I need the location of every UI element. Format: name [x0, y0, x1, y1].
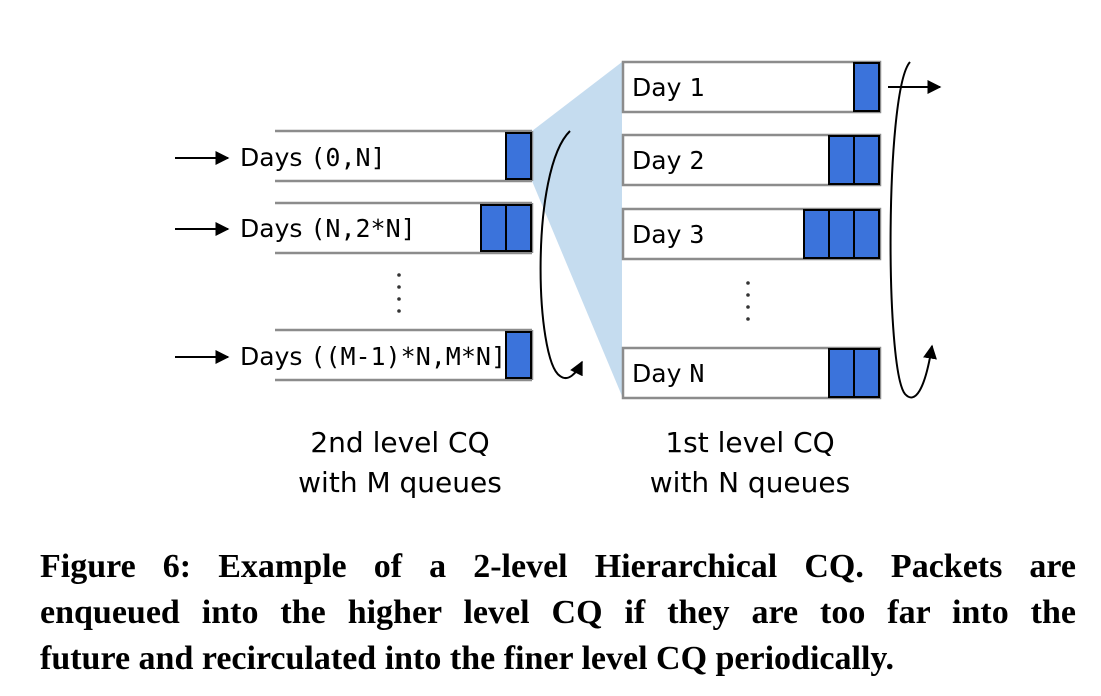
- packet: [828, 135, 855, 185]
- first-level-queue: Day 1: [621, 60, 942, 114]
- zoom-projection: [532, 62, 622, 396]
- caption-line: Figure 6: Example of a 2-level Hierarchi…: [40, 548, 1076, 585]
- queue-label: Day: [632, 359, 689, 388]
- packet: [853, 209, 880, 259]
- queue-index: 2: [689, 146, 704, 175]
- queue-label: Days: [240, 342, 310, 371]
- figure-caption: Figure 6: Example of a 2-level Hierarchi…: [40, 544, 1076, 682]
- queue-label: Day: [632, 146, 689, 175]
- packet: [828, 348, 855, 398]
- second-level-cq: Days (0,N] Days (N,2*N] Days ((M-1)*N,: [175, 129, 583, 499]
- packet: [853, 62, 880, 112]
- packet: [853, 348, 880, 398]
- svg-text:Day N: Day N: [632, 359, 704, 388]
- ellipsis-dots: [397, 273, 401, 313]
- queue-label: Days: [240, 214, 310, 243]
- svg-text:Day 3: Day 3: [632, 220, 704, 249]
- ellipsis-dots: [746, 281, 750, 321]
- first-level-cq: Day 1 Day 2 Day 3: [621, 60, 942, 499]
- queue-label: Day: [632, 73, 689, 102]
- rotation-arrow: [539, 130, 583, 380]
- first-level-queue: Day 3: [621, 207, 882, 261]
- queue-index: N: [689, 359, 704, 388]
- packet: [853, 135, 880, 185]
- queue-index: 3: [689, 220, 704, 249]
- svg-text:Day 1: Day 1: [632, 73, 704, 102]
- packet: [480, 204, 507, 252]
- first-level-subtitle: with N queues: [650, 466, 850, 499]
- queue-index: 1: [689, 73, 704, 102]
- queue-range: (N,2*N]: [310, 214, 415, 243]
- second-level-queue: Days (N,2*N]: [175, 201, 534, 255]
- rotation-arrow: [889, 61, 937, 399]
- caption-line: future and recirculated into the finer l…: [40, 640, 895, 677]
- queue-label: Day: [632, 220, 689, 249]
- first-level-title: 1st level CQ: [665, 426, 834, 459]
- packet: [803, 209, 830, 259]
- first-level-queue: Day N: [621, 346, 882, 400]
- queue-range: ((M-1)*N,M*N]: [310, 342, 506, 371]
- svg-text:Days (N,2*N]: Days (N,2*N]: [240, 214, 416, 243]
- second-level-queue: Days (0,N]: [175, 129, 534, 183]
- svg-text:Day 2: Day 2: [632, 146, 704, 175]
- queue-range: (0,N]: [310, 143, 385, 172]
- first-level-queue: Day 2: [621, 133, 882, 187]
- queue-label: Days: [240, 143, 310, 172]
- svg-text:Days ((M-1)*N,M*N]: Days ((M-1)*N,M*N]: [240, 342, 506, 371]
- second-level-title: 2nd level CQ: [310, 426, 489, 459]
- second-level-subtitle: with M queues: [298, 466, 502, 499]
- packet: [505, 204, 532, 252]
- caption-line: enqueued into the higher level CQ if the…: [40, 594, 1076, 631]
- packet: [505, 331, 532, 379]
- packet: [505, 132, 532, 180]
- packet: [828, 209, 855, 259]
- second-level-queue: Days ((M-1)*N,M*N]: [175, 328, 534, 382]
- svg-text:Days (0,N]: Days (0,N]: [240, 143, 386, 172]
